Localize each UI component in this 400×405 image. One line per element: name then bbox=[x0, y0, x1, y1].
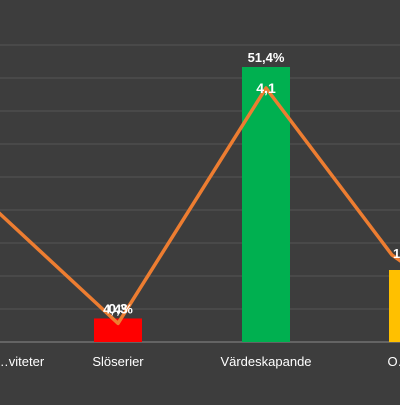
category-label-2: Slöserier bbox=[92, 354, 144, 369]
bar-data-label-3: 51,4% bbox=[248, 50, 285, 65]
category-label-1: …viteter bbox=[0, 354, 45, 369]
labels-group: …viteter Slöserier Värdeskapande O… 4,4% 51,4… bbox=[0, 50, 400, 369]
category-label-3: Värdeskapande bbox=[220, 354, 311, 369]
line-data-label-2: 0,3 bbox=[108, 300, 128, 316]
line-series bbox=[0, 86, 400, 326]
bar-data-label-2: 4,4% bbox=[103, 301, 133, 316]
bar-2 bbox=[94, 318, 142, 342]
line-data-label-3: 4,1 bbox=[256, 80, 276, 96]
bar-4 bbox=[389, 270, 400, 342]
category-label-4: O… bbox=[387, 354, 400, 369]
line-series-group bbox=[0, 86, 400, 326]
bar-data-label-4: 1… bbox=[393, 246, 400, 261]
